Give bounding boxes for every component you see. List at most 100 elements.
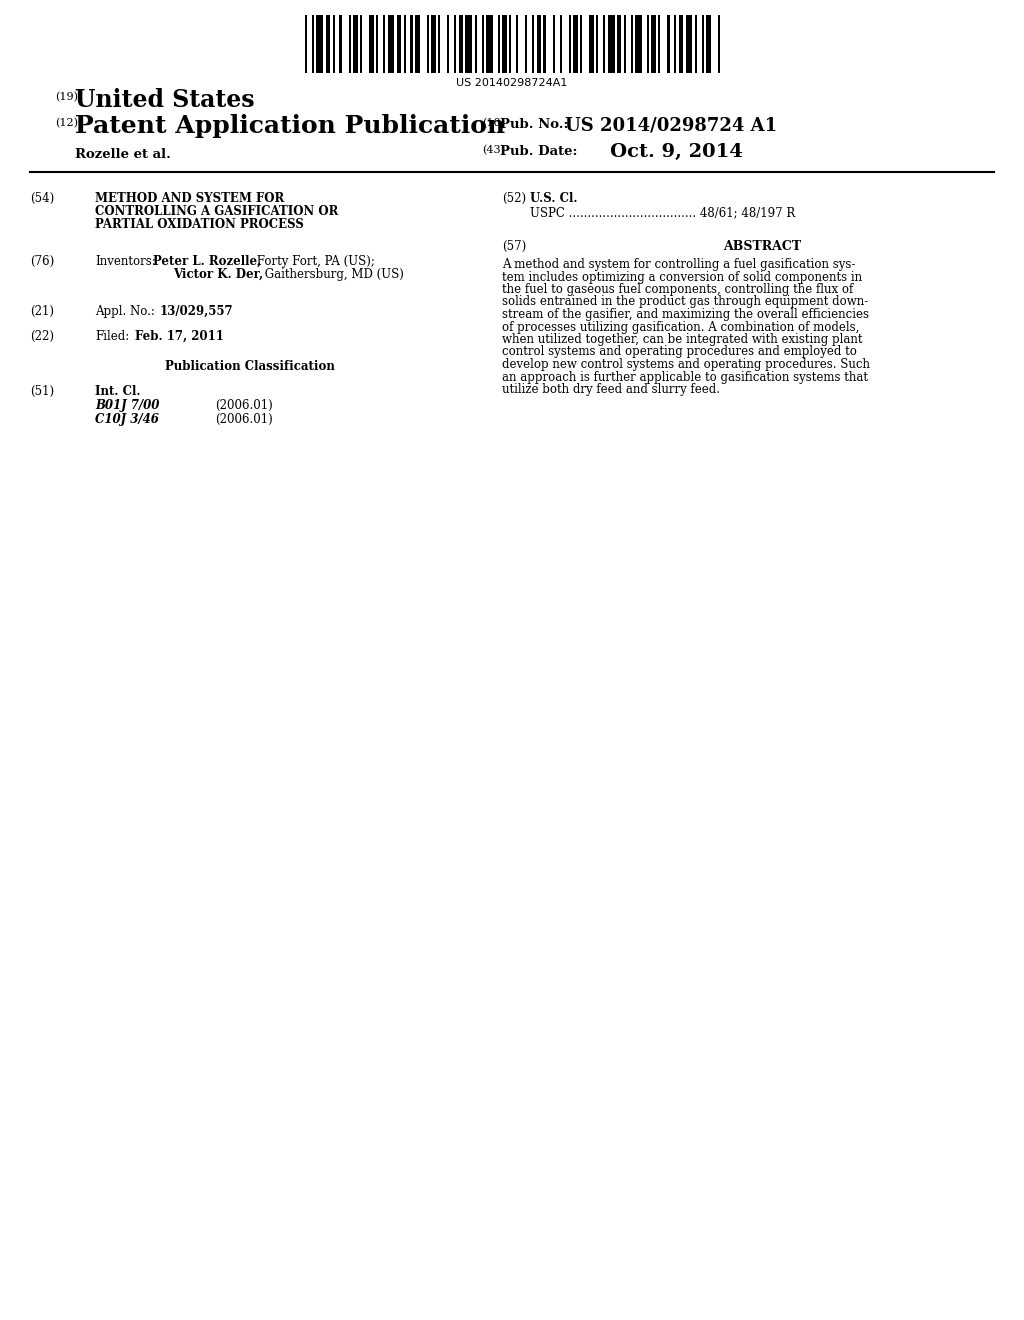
Text: 13/029,557: 13/029,557 (160, 305, 233, 318)
Bar (616, 15, 622, 73)
Bar (339, 15, 342, 73)
Text: C10J 3/46: C10J 3/46 (95, 413, 159, 426)
Text: Filed:: Filed: (95, 330, 129, 343)
Bar (353, 15, 357, 73)
Text: A method and system for controlling a fuel gasification sys-: A method and system for controlling a fu… (502, 257, 855, 271)
Text: control systems and operating procedures and employed to: control systems and operating procedures… (502, 346, 857, 359)
Bar (509, 15, 511, 73)
Text: of processes utilizing gasification. A combination of models,: of processes utilizing gasification. A c… (502, 321, 859, 334)
Text: (21): (21) (30, 305, 54, 318)
Text: Publication Classification: Publication Classification (165, 360, 335, 374)
Bar (438, 15, 440, 73)
Bar (498, 15, 500, 73)
Bar (305, 15, 307, 73)
Bar (607, 15, 614, 73)
Text: (57): (57) (502, 240, 526, 253)
Bar (466, 15, 472, 73)
Bar (326, 15, 330, 73)
Text: PARTIAL OXIDATION PROCESS: PARTIAL OXIDATION PROCESS (95, 218, 304, 231)
Text: (52): (52) (502, 191, 526, 205)
Bar (668, 15, 670, 73)
Text: utilize both dry feed and slurry feed.: utilize both dry feed and slurry feed. (502, 383, 720, 396)
Bar (553, 15, 555, 73)
Text: CONTROLLING A GASIFICATION OR: CONTROLLING A GASIFICATION OR (95, 205, 338, 218)
Bar (573, 15, 578, 73)
Bar (532, 15, 535, 73)
Bar (559, 15, 562, 73)
Bar (459, 15, 463, 73)
Text: (51): (51) (30, 385, 54, 399)
Text: Inventors:: Inventors: (95, 255, 156, 268)
Text: B01J 7/00: B01J 7/00 (95, 399, 160, 412)
Bar (481, 15, 483, 73)
Bar (701, 15, 703, 73)
Bar (431, 15, 435, 73)
Bar (674, 15, 677, 73)
Text: United States: United States (75, 88, 255, 112)
Text: develop new control systems and operating procedures. Such: develop new control systems and operatin… (502, 358, 870, 371)
Bar (333, 15, 335, 73)
Bar (603, 15, 605, 73)
Text: an approach is further applicable to gasification systems that: an approach is further applicable to gas… (502, 371, 868, 384)
Text: METHOD AND SYSTEM FOR: METHOD AND SYSTEM FOR (95, 191, 285, 205)
Text: (19): (19) (55, 92, 78, 103)
Bar (537, 15, 541, 73)
Bar (403, 15, 406, 73)
Bar (312, 15, 314, 73)
Bar (376, 15, 379, 73)
Bar (651, 15, 655, 73)
Text: solids entrained in the product gas through equipment down-: solids entrained in the product gas thro… (502, 296, 868, 309)
Text: (54): (54) (30, 191, 54, 205)
Text: (10): (10) (482, 117, 505, 128)
Bar (396, 15, 401, 73)
Bar (589, 15, 594, 73)
Text: Pub. Date:: Pub. Date: (500, 145, 578, 158)
Bar (679, 15, 683, 73)
Bar (502, 15, 507, 73)
Bar (383, 15, 385, 73)
Bar (516, 15, 518, 73)
Text: the fuel to gaseous fuel components, controlling the flux of: the fuel to gaseous fuel components, con… (502, 282, 853, 296)
Text: Peter L. Rozelle,: Peter L. Rozelle, (153, 255, 261, 268)
Text: USPC .................................. 48/61; 48/197 R: USPC .................................. … (530, 206, 796, 219)
Text: (43): (43) (482, 145, 505, 156)
Text: Appl. No.:: Appl. No.: (95, 305, 155, 318)
Text: tem includes optimizing a conversion of solid components in: tem includes optimizing a conversion of … (502, 271, 862, 284)
Text: (22): (22) (30, 330, 54, 343)
Text: Feb. 17, 2011: Feb. 17, 2011 (135, 330, 224, 343)
Bar (387, 15, 394, 73)
Bar (370, 15, 374, 73)
Text: ABSTRACT: ABSTRACT (723, 240, 801, 253)
Bar (415, 15, 420, 73)
Text: stream of the gasifier, and maximizing the overall efficiencies: stream of the gasifier, and maximizing t… (502, 308, 869, 321)
Text: (12): (12) (55, 117, 78, 128)
Bar (427, 15, 429, 73)
Bar (411, 15, 413, 73)
Text: Oct. 9, 2014: Oct. 9, 2014 (610, 143, 742, 161)
Text: Pub. No.:: Pub. No.: (500, 117, 568, 131)
Bar (525, 15, 527, 73)
Bar (454, 15, 457, 73)
Bar (658, 15, 660, 73)
Text: Gaithersburg, MD (US): Gaithersburg, MD (US) (261, 268, 403, 281)
Bar (596, 15, 598, 73)
Bar (544, 15, 546, 73)
Bar (635, 15, 642, 73)
Text: when utilized together, can be integrated with existing plant: when utilized together, can be integrate… (502, 333, 862, 346)
Bar (568, 15, 571, 73)
Text: US 20140298724A1: US 20140298724A1 (457, 78, 567, 88)
Bar (624, 15, 626, 73)
Text: Forty Fort, PA (US);: Forty Fort, PA (US); (253, 255, 375, 268)
Bar (360, 15, 362, 73)
Bar (581, 15, 583, 73)
Bar (447, 15, 450, 73)
Bar (631, 15, 633, 73)
Text: U.S. Cl.: U.S. Cl. (530, 191, 578, 205)
Text: Patent Application Publication: Patent Application Publication (75, 114, 505, 139)
Bar (646, 15, 649, 73)
Bar (486, 15, 493, 73)
Bar (348, 15, 351, 73)
Bar (686, 15, 692, 73)
Text: (2006.01): (2006.01) (215, 399, 272, 412)
Text: US 2014/0298724 A1: US 2014/0298724 A1 (565, 116, 777, 135)
